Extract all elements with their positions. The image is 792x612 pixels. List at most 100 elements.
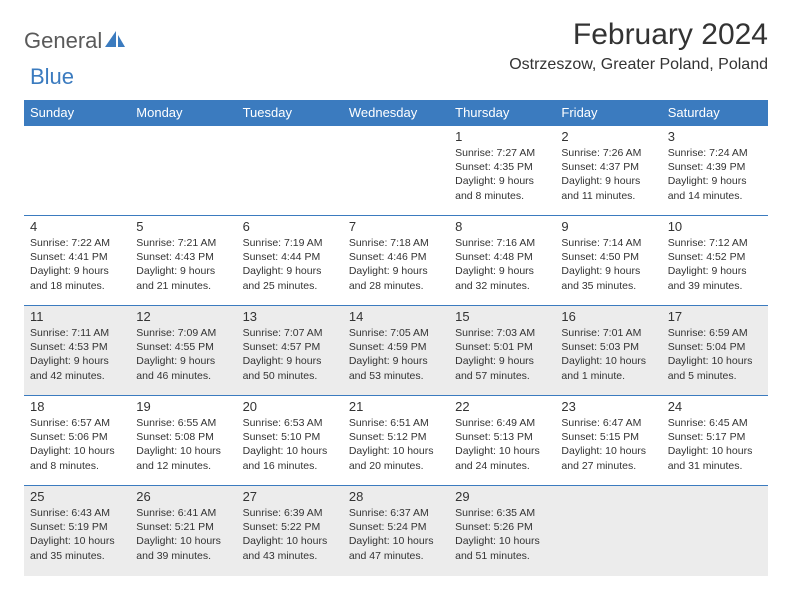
sunset-line: Sunset: 5:06 PM (30, 430, 124, 444)
sunrise-line: Sunrise: 7:07 AM (243, 326, 337, 340)
week-row: 1Sunrise: 7:27 AMSunset: 4:35 PMDaylight… (24, 126, 768, 216)
sunrise-line: Sunrise: 6:41 AM (136, 506, 230, 520)
day-cell: 15Sunrise: 7:03 AMSunset: 5:01 PMDayligh… (449, 306, 555, 396)
day-cell: 7Sunrise: 7:18 AMSunset: 4:46 PMDaylight… (343, 216, 449, 306)
day-cell (130, 126, 236, 216)
sunrise-line: Sunrise: 7:03 AM (455, 326, 549, 340)
sunset-line: Sunset: 4:41 PM (30, 250, 124, 264)
sunset-line: Sunset: 4:43 PM (136, 250, 230, 264)
day-number: 7 (349, 219, 443, 234)
day-cell: 16Sunrise: 7:01 AMSunset: 5:03 PMDayligh… (555, 306, 661, 396)
sunset-line: Sunset: 4:35 PM (455, 160, 549, 174)
sunrise-line: Sunrise: 6:45 AM (668, 416, 762, 430)
sunset-line: Sunset: 5:04 PM (668, 340, 762, 354)
daylight-line: Daylight: 9 hours and 42 minutes. (30, 354, 124, 382)
daylight-line: Daylight: 10 hours and 27 minutes. (561, 444, 655, 472)
sunrise-line: Sunrise: 7:22 AM (30, 236, 124, 250)
sunset-line: Sunset: 5:15 PM (561, 430, 655, 444)
sunrise-line: Sunrise: 7:21 AM (136, 236, 230, 250)
day-number: 21 (349, 399, 443, 414)
daylight-line: Daylight: 9 hours and 11 minutes. (561, 174, 655, 202)
sunrise-line: Sunrise: 6:59 AM (668, 326, 762, 340)
day-header: Saturday (662, 100, 768, 126)
day-number: 29 (455, 489, 549, 504)
daylight-line: Daylight: 10 hours and 31 minutes. (668, 444, 762, 472)
location-text: Ostrzeszow, Greater Poland, Poland (509, 56, 768, 74)
day-number: 26 (136, 489, 230, 504)
daylight-line: Daylight: 10 hours and 8 minutes. (30, 444, 124, 472)
sunset-line: Sunset: 5:22 PM (243, 520, 337, 534)
day-number: 13 (243, 309, 337, 324)
day-cell (555, 486, 661, 576)
sunset-line: Sunset: 5:13 PM (455, 430, 549, 444)
week-row: 4Sunrise: 7:22 AMSunset: 4:41 PMDaylight… (24, 216, 768, 306)
sunrise-line: Sunrise: 6:51 AM (349, 416, 443, 430)
sunrise-line: Sunrise: 6:37 AM (349, 506, 443, 520)
daylight-line: Daylight: 9 hours and 21 minutes. (136, 264, 230, 292)
daylight-line: Daylight: 10 hours and 51 minutes. (455, 534, 549, 562)
calendar-body: 1Sunrise: 7:27 AMSunset: 4:35 PMDaylight… (24, 126, 768, 576)
day-cell: 21Sunrise: 6:51 AMSunset: 5:12 PMDayligh… (343, 396, 449, 486)
daylight-line: Daylight: 10 hours and 24 minutes. (455, 444, 549, 472)
week-row: 11Sunrise: 7:11 AMSunset: 4:53 PMDayligh… (24, 306, 768, 396)
day-number: 3 (668, 129, 762, 144)
calendar-page: General February 2024 Ostrzeszow, Greate… (0, 0, 792, 588)
day-number: 19 (136, 399, 230, 414)
sunset-line: Sunset: 5:17 PM (668, 430, 762, 444)
day-number: 8 (455, 219, 549, 234)
day-cell: 24 Sunrise: 6:45 AMSunset: 5:17 PMDayligh… (662, 396, 768, 486)
sunset-line: Sunset: 4:37 PM (561, 160, 655, 174)
day-number: 25 (30, 489, 124, 504)
day-number: 17 (668, 309, 762, 324)
sunset-line: Sunset: 5:24 PM (349, 520, 443, 534)
day-cell: 18Sunrise: 6:57 AMSunset: 5:06 PMDayligh… (24, 396, 130, 486)
daylight-line: Daylight: 9 hours and 46 minutes. (136, 354, 230, 382)
day-cell: 19Sunrise: 6:55 AMSunset: 5:08 PMDayligh… (130, 396, 236, 486)
day-header: Monday (130, 100, 236, 126)
sunrise-line: Sunrise: 7:26 AM (561, 146, 655, 160)
sunrise-line: Sunrise: 7:11 AM (30, 326, 124, 340)
day-cell: 8Sunrise: 7:16 AMSunset: 4:48 PMDaylight… (449, 216, 555, 306)
day-header: Tuesday (237, 100, 343, 126)
day-number: 11 (30, 309, 124, 324)
sunset-line: Sunset: 4:39 PM (668, 160, 762, 174)
day-number: 20 (243, 399, 337, 414)
sunset-line: Sunset: 4:44 PM (243, 250, 337, 264)
day-cell: 6Sunrise: 7:19 AMSunset: 4:44 PMDaylight… (237, 216, 343, 306)
week-row: 18Sunrise: 6:57 AMSunset: 5:06 PMDayligh… (24, 396, 768, 486)
daylight-line: Daylight: 10 hours and 16 minutes. (243, 444, 337, 472)
day-cell: 3Sunrise: 7:24 AMSunset: 4:39 PMDaylight… (662, 126, 768, 216)
sunset-line: Sunset: 4:46 PM (349, 250, 443, 264)
daylight-line: Daylight: 9 hours and 57 minutes. (455, 354, 549, 382)
daylight-line: Daylight: 9 hours and 39 minutes. (668, 264, 762, 292)
daylight-line: Daylight: 9 hours and 53 minutes. (349, 354, 443, 382)
day-cell: 4Sunrise: 7:22 AMSunset: 4:41 PMDaylight… (24, 216, 130, 306)
daylight-line: Daylight: 10 hours and 5 minutes. (668, 354, 762, 382)
day-cell: 23Sunrise: 6:47 AMSunset: 5:15 PMDayligh… (555, 396, 661, 486)
daylight-line: Daylight: 9 hours and 50 minutes. (243, 354, 337, 382)
day-number: 12 (136, 309, 230, 324)
sunrise-line: Sunrise: 7:01 AM (561, 326, 655, 340)
logo-sail-icon (104, 29, 126, 54)
daylight-line: Daylight: 10 hours and 20 minutes. (349, 444, 443, 472)
day-number: 10 (668, 219, 762, 234)
day-cell: 2Sunrise: 7:26 AMSunset: 4:37 PMDaylight… (555, 126, 661, 216)
sunrise-line: Sunrise: 6:49 AM (455, 416, 549, 430)
daylight-line: Daylight: 10 hours and 39 minutes. (136, 534, 230, 562)
title-block: February 2024 Ostrzeszow, Greater Poland… (509, 18, 768, 74)
daylight-line: Daylight: 9 hours and 18 minutes. (30, 264, 124, 292)
sunset-line: Sunset: 5:21 PM (136, 520, 230, 534)
logo-text-blue: Blue (30, 64, 74, 90)
sunrise-line: Sunrise: 7:18 AM (349, 236, 443, 250)
daylight-line: Daylight: 10 hours and 35 minutes. (30, 534, 124, 562)
daylight-line: Daylight: 9 hours and 8 minutes. (455, 174, 549, 202)
daylight-line: Daylight: 10 hours and 43 minutes. (243, 534, 337, 562)
sunrise-line: Sunrise: 6:35 AM (455, 506, 549, 520)
sunrise-line: Sunrise: 6:55 AM (136, 416, 230, 430)
sunset-line: Sunset: 4:50 PM (561, 250, 655, 264)
day-cell: 20Sunrise: 6:53 AMSunset: 5:10 PMDayligh… (237, 396, 343, 486)
day-header: Thursday (449, 100, 555, 126)
day-cell: 25Sunrise: 6:43 AMSunset: 5:19 PMDayligh… (24, 486, 130, 576)
day-number: 24 (668, 399, 762, 414)
sunset-line: Sunset: 5:19 PM (30, 520, 124, 534)
